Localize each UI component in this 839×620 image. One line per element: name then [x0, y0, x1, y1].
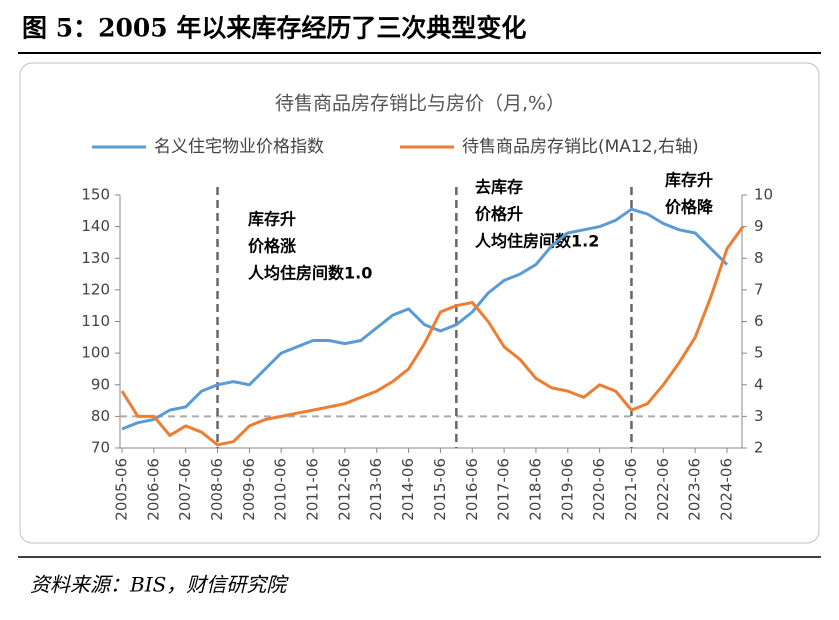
- y-tick-label: 90: [91, 375, 110, 393]
- y-tick-label: 140: [81, 217, 110, 235]
- annotation: 库存升: [248, 210, 296, 229]
- y-tick-label: 130: [81, 249, 110, 267]
- x-tick-label: 2008-06: [208, 458, 226, 521]
- y-tick-label: 100: [81, 344, 110, 362]
- y-tick-label: 150: [81, 186, 110, 204]
- y-tick-label: 80: [91, 407, 110, 425]
- series-line: [120, 225, 745, 447]
- y2-tick-label: 6: [754, 312, 764, 330]
- y-tick-label: 110: [81, 312, 110, 330]
- x-tick-label: 2017-06: [495, 458, 513, 521]
- y-tick-label: 70: [91, 439, 110, 457]
- x-tick-label: 2015-06: [431, 458, 449, 521]
- y2-tick-label: 2: [754, 439, 764, 457]
- y2-tick-label: 8: [754, 249, 764, 267]
- source-note: 资料来源：BIS，财信研究院: [30, 573, 289, 597]
- chart-frame: [19, 62, 820, 544]
- annotation: 价格升: [475, 205, 523, 224]
- annotation: 人均住房间数1.2: [475, 232, 599, 251]
- x-tick-label: 2006-06: [144, 458, 162, 521]
- y2-tick-label: 3: [754, 407, 764, 425]
- annotation: 去库存: [475, 178, 523, 197]
- x-tick-label: 2016-06: [463, 458, 481, 521]
- x-tick-label: 2010-06: [272, 458, 290, 521]
- x-tick-label: 2011-06: [304, 458, 322, 521]
- x-tick-label: 2007-06: [176, 458, 194, 521]
- x-tick-label: 2009-06: [240, 458, 258, 521]
- y2-tick-label: 10: [754, 186, 773, 204]
- y2-tick-label: 7: [754, 280, 764, 298]
- y2-tick-label: 9: [754, 217, 764, 235]
- series-line: [121, 207, 729, 431]
- annotation: 人均住房间数1.0: [248, 264, 372, 283]
- y2-tick-label: 4: [754, 375, 764, 393]
- x-tick-label: 2023-06: [686, 458, 704, 521]
- x-tick-label: 2005-06: [113, 458, 131, 521]
- legend-label: 名义住宅物业价格指数: [154, 137, 324, 157]
- chart-title: 待售商品房存销比与房价（月,%）: [275, 93, 565, 115]
- x-tick-label: 2020-06: [590, 458, 608, 521]
- annotation: 价格降: [665, 198, 714, 217]
- x-tick-label: 2024-06: [718, 458, 736, 521]
- x-tick-label: 2019-06: [558, 458, 576, 521]
- annotation: 价格涨: [248, 237, 296, 256]
- page-title: 图 5：2005 年以来库存经历了三次典型变化: [22, 14, 526, 43]
- x-tick-label: 2014-06: [399, 458, 417, 521]
- x-tick-label: 2013-06: [367, 458, 385, 521]
- legend-label: 待售商品房存销比(MA12,右轴): [462, 137, 699, 157]
- x-tick-label: 2021-06: [622, 458, 640, 521]
- x-tick-label: 2012-06: [335, 458, 353, 521]
- y2-tick-label: 5: [754, 344, 764, 362]
- y-tick-label: 120: [81, 280, 110, 298]
- x-tick-label: 2018-06: [526, 458, 544, 521]
- annotation: 库存升: [665, 171, 713, 190]
- x-tick-label: 2022-06: [654, 458, 672, 521]
